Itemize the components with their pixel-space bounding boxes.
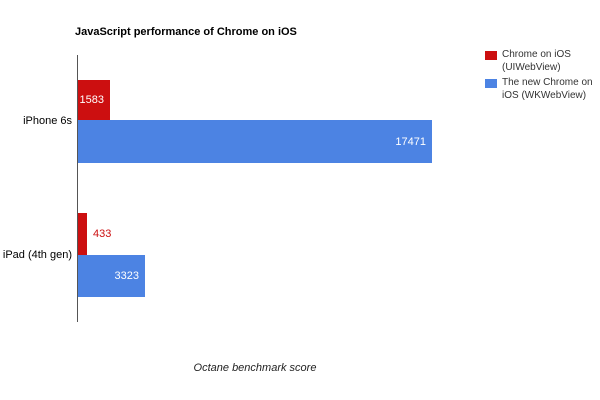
legend-swatch-red bbox=[485, 51, 497, 60]
bar-value-iphone6s-wkwebview: 17471 bbox=[395, 135, 426, 148]
legend: Chrome on iOS (UIWebView) The new Chrome… bbox=[485, 49, 597, 105]
chart-title: JavaScript performance of Chrome on iOS bbox=[75, 26, 297, 38]
x-axis-title: Octane benchmark score bbox=[193, 362, 317, 374]
bar-value-iphone6s-uiwebview: 1583 bbox=[79, 94, 104, 106]
legend-swatch-blue bbox=[485, 79, 497, 88]
bar-iphone6s-wkwebview: 17471 bbox=[78, 120, 432, 163]
legend-item-wkwebview: The new Chrome on iOS (WKWebView) bbox=[485, 77, 597, 102]
bar-ipad4-wkwebview: 3323 bbox=[78, 255, 145, 297]
legend-label-uiwebview: Chrome on iOS (UIWebView) bbox=[502, 49, 571, 73]
bar-value-ipad4-wkwebview: 3323 bbox=[114, 270, 139, 282]
legend-label-wkwebview: The new Chrome on iOS (WKWebView) bbox=[502, 77, 593, 101]
legend-item-uiwebview: Chrome on iOS (UIWebView) bbox=[485, 49, 597, 74]
category-label-ipad4: iPad (4th gen) bbox=[2, 249, 72, 261]
bar-iphone6s-uiwebview: 1583 bbox=[78, 80, 110, 120]
y-axis-line bbox=[77, 55, 78, 322]
bar-value-ipad4-uiwebview: 433 bbox=[93, 228, 112, 240]
category-label-iphone6s: iPhone 6s bbox=[23, 115, 72, 127]
bar-ipad4-uiwebview bbox=[78, 213, 87, 255]
